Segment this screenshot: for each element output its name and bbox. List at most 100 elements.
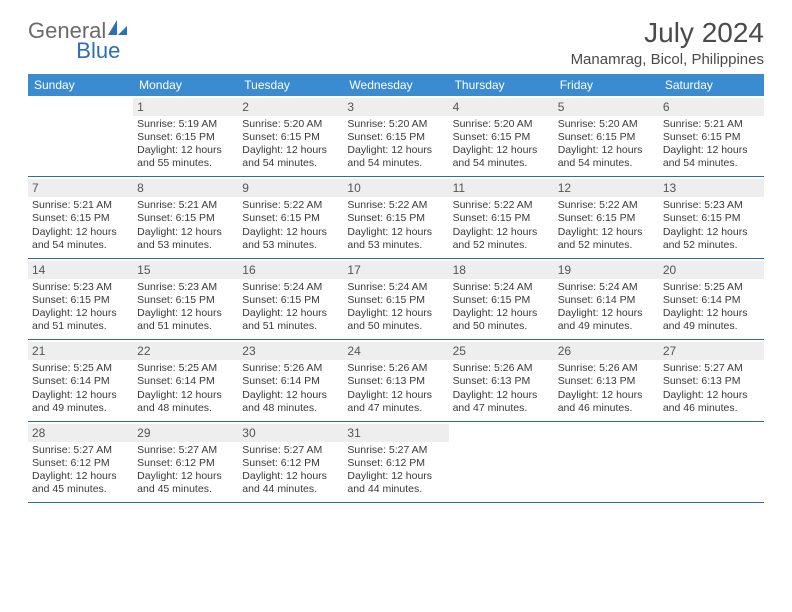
day-number: 9	[238, 179, 343, 197]
calendar-day-cell: 24Sunrise: 5:26 AMSunset: 6:13 PMDayligh…	[343, 340, 448, 421]
day-detail-line: Sunset: 6:15 PM	[558, 212, 655, 225]
day-detail-line: Sunset: 6:15 PM	[347, 294, 444, 307]
day-details: Sunrise: 5:26 AMSunset: 6:14 PMDaylight:…	[242, 362, 339, 415]
day-detail-line: Daylight: 12 hours	[453, 389, 550, 402]
day-detail-line: Sunrise: 5:20 AM	[242, 118, 339, 131]
day-detail-line: and 51 minutes.	[242, 320, 339, 333]
brand-text-2: Blue	[76, 38, 120, 64]
day-detail-line: Sunrise: 5:24 AM	[242, 281, 339, 294]
day-detail-line: and 52 minutes.	[558, 239, 655, 252]
day-detail-line: and 54 minutes.	[32, 239, 129, 252]
day-detail-line: Sunset: 6:15 PM	[137, 212, 234, 225]
day-details: Sunrise: 5:24 AMSunset: 6:14 PMDaylight:…	[558, 281, 655, 334]
calendar-day-cell: 15Sunrise: 5:23 AMSunset: 6:15 PMDayligh…	[133, 259, 238, 340]
day-detail-line: Daylight: 12 hours	[242, 307, 339, 320]
day-detail-line: Sunset: 6:12 PM	[32, 457, 129, 470]
day-detail-line: Sunrise: 5:20 AM	[558, 118, 655, 131]
day-detail-line: Sunrise: 5:21 AM	[32, 199, 129, 212]
day-detail-line: and 55 minutes.	[137, 157, 234, 170]
day-detail-line: Sunrise: 5:25 AM	[32, 362, 129, 375]
day-detail-line: and 48 minutes.	[137, 402, 234, 415]
day-details: Sunrise: 5:23 AMSunset: 6:15 PMDaylight:…	[663, 199, 760, 252]
weekday-header: Saturday	[659, 74, 764, 96]
day-details: Sunrise: 5:26 AMSunset: 6:13 PMDaylight:…	[558, 362, 655, 415]
day-details: Sunrise: 5:24 AMSunset: 6:15 PMDaylight:…	[347, 281, 444, 334]
day-detail-line: Sunset: 6:15 PM	[347, 212, 444, 225]
day-detail-line: and 51 minutes.	[32, 320, 129, 333]
calendar-day-cell: 17 Sunrise: 5:24 AMSunset: 6:15 PMDayligh…	[343, 259, 448, 340]
calendar-week-row: 21Sunrise: 5:25 AMSunset: 6:14 PMDayligh…	[28, 340, 764, 422]
calendar-day-cell: 29Sunrise: 5:27 AMSunset: 6:12 PMDayligh…	[133, 422, 238, 503]
day-detail-line: Sunset: 6:15 PM	[137, 294, 234, 307]
day-detail-line: and 44 minutes.	[347, 483, 444, 496]
day-number: 4	[449, 98, 554, 116]
day-details: Sunrise: 5:22 AMSunset: 6:15 PMDaylight:…	[453, 199, 550, 252]
day-number: 23	[238, 342, 343, 360]
day-detail-line: and 54 minutes.	[453, 157, 550, 170]
day-detail-line: Sunset: 6:14 PM	[32, 375, 129, 388]
calendar-day-cell: 12Sunrise: 5:22 AMSunset: 6:15 PMDayligh…	[554, 177, 659, 258]
day-number: 27	[659, 342, 764, 360]
day-detail-line: Sunset: 6:12 PM	[242, 457, 339, 470]
day-detail-line: and 54 minutes.	[347, 157, 444, 170]
day-detail-line: Daylight: 12 hours	[242, 389, 339, 402]
day-number: 30	[238, 424, 343, 442]
day-number: 8	[133, 179, 238, 197]
day-detail-line: Sunrise: 5:24 AM	[347, 281, 444, 294]
day-detail-line: and 50 minutes.	[453, 320, 550, 333]
day-number: 28	[28, 424, 133, 442]
day-number: 31	[343, 424, 448, 442]
day-number: 6	[659, 98, 764, 116]
day-detail-line: Sunrise: 5:20 AM	[347, 118, 444, 131]
day-number: 17	[343, 261, 448, 279]
day-detail-line: Sunrise: 5:22 AM	[558, 199, 655, 212]
calendar-day-cell: 5Sunrise: 5:20 AMSunset: 6:15 PMDaylight…	[554, 96, 659, 177]
day-detail-line: Sunrise: 5:27 AM	[32, 444, 129, 457]
calendar-day-cell: 11Sunrise: 5:22 AMSunset: 6:15 PMDayligh…	[449, 177, 554, 258]
day-detail-line: Sunset: 6:14 PM	[558, 294, 655, 307]
calendar-day-cell: 28Sunrise: 5:27 AMSunset: 6:12 PMDayligh…	[28, 422, 133, 503]
calendar-day-cell: 6Sunrise: 5:21 AMSunset: 6:15 PMDaylight…	[659, 96, 764, 177]
day-detail-line: and 47 minutes.	[453, 402, 550, 415]
day-detail-line: Sunset: 6:14 PM	[663, 294, 760, 307]
day-detail-line: Daylight: 12 hours	[137, 144, 234, 157]
day-detail-line: Sunrise: 5:26 AM	[347, 362, 444, 375]
page: General Blue July 2024 Manamrag, Bicol, …	[0, 0, 792, 521]
day-details: Sunrise: 5:22 AMSunset: 6:15 PMDaylight:…	[242, 199, 339, 252]
day-detail-line: Sunrise: 5:26 AM	[242, 362, 339, 375]
day-detail-line: Sunrise: 5:21 AM	[137, 199, 234, 212]
calendar-day-cell: 20Sunrise: 5:25 AMSunset: 6:14 PMDayligh…	[659, 259, 764, 340]
day-details: Sunrise: 5:22 AMSunset: 6:15 PMDaylight:…	[347, 199, 444, 252]
day-number: 16	[238, 261, 343, 279]
calendar-day-cell: 14Sunrise: 5:23 AMSunset: 6:15 PMDayligh…	[28, 259, 133, 340]
weekday-header: Thursday	[449, 74, 554, 96]
day-number: 20	[659, 261, 764, 279]
day-detail-line: and 44 minutes.	[242, 483, 339, 496]
calendar-day-cell: 30Sunrise: 5:27 AMSunset: 6:12 PMDayligh…	[238, 422, 343, 503]
calendar-day-cell: 16Sunrise: 5:24 AMSunset: 6:15 PMDayligh…	[238, 259, 343, 340]
weekday-header: Tuesday	[238, 74, 343, 96]
day-detail-line: Daylight: 12 hours	[242, 470, 339, 483]
title-block: July 2024 Manamrag, Bicol, Philippines	[571, 18, 764, 68]
day-detail-line: Daylight: 12 hours	[453, 307, 550, 320]
day-detail-line: and 54 minutes.	[242, 157, 339, 170]
day-detail-line: Daylight: 12 hours	[137, 226, 234, 239]
day-detail-line: Daylight: 12 hours	[347, 307, 444, 320]
day-detail-line: Sunset: 6:14 PM	[242, 375, 339, 388]
day-detail-line: Daylight: 12 hours	[137, 470, 234, 483]
day-detail-line: Daylight: 12 hours	[347, 144, 444, 157]
day-detail-line: and 53 minutes.	[347, 239, 444, 252]
calendar-day-cell: 4Sunrise: 5:20 AMSunset: 6:15 PMDaylight…	[449, 96, 554, 177]
day-number: 21	[28, 342, 133, 360]
day-detail-line: Sunrise: 5:23 AM	[663, 199, 760, 212]
day-detail-line: and 46 minutes.	[663, 402, 760, 415]
day-detail-line: Sunset: 6:15 PM	[453, 212, 550, 225]
day-details: Sunrise: 5:27 AMSunset: 6:12 PMDaylight:…	[137, 444, 234, 497]
day-detail-line: and 51 minutes.	[137, 320, 234, 333]
day-number: 10	[343, 179, 448, 197]
day-detail-line: Sunset: 6:15 PM	[32, 294, 129, 307]
day-detail-line: Sunset: 6:15 PM	[558, 131, 655, 144]
day-details: Sunrise: 5:24 AMSunset: 6:15 PMDaylight:…	[453, 281, 550, 334]
header: General Blue July 2024 Manamrag, Bicol, …	[28, 18, 764, 68]
day-number: 24	[343, 342, 448, 360]
